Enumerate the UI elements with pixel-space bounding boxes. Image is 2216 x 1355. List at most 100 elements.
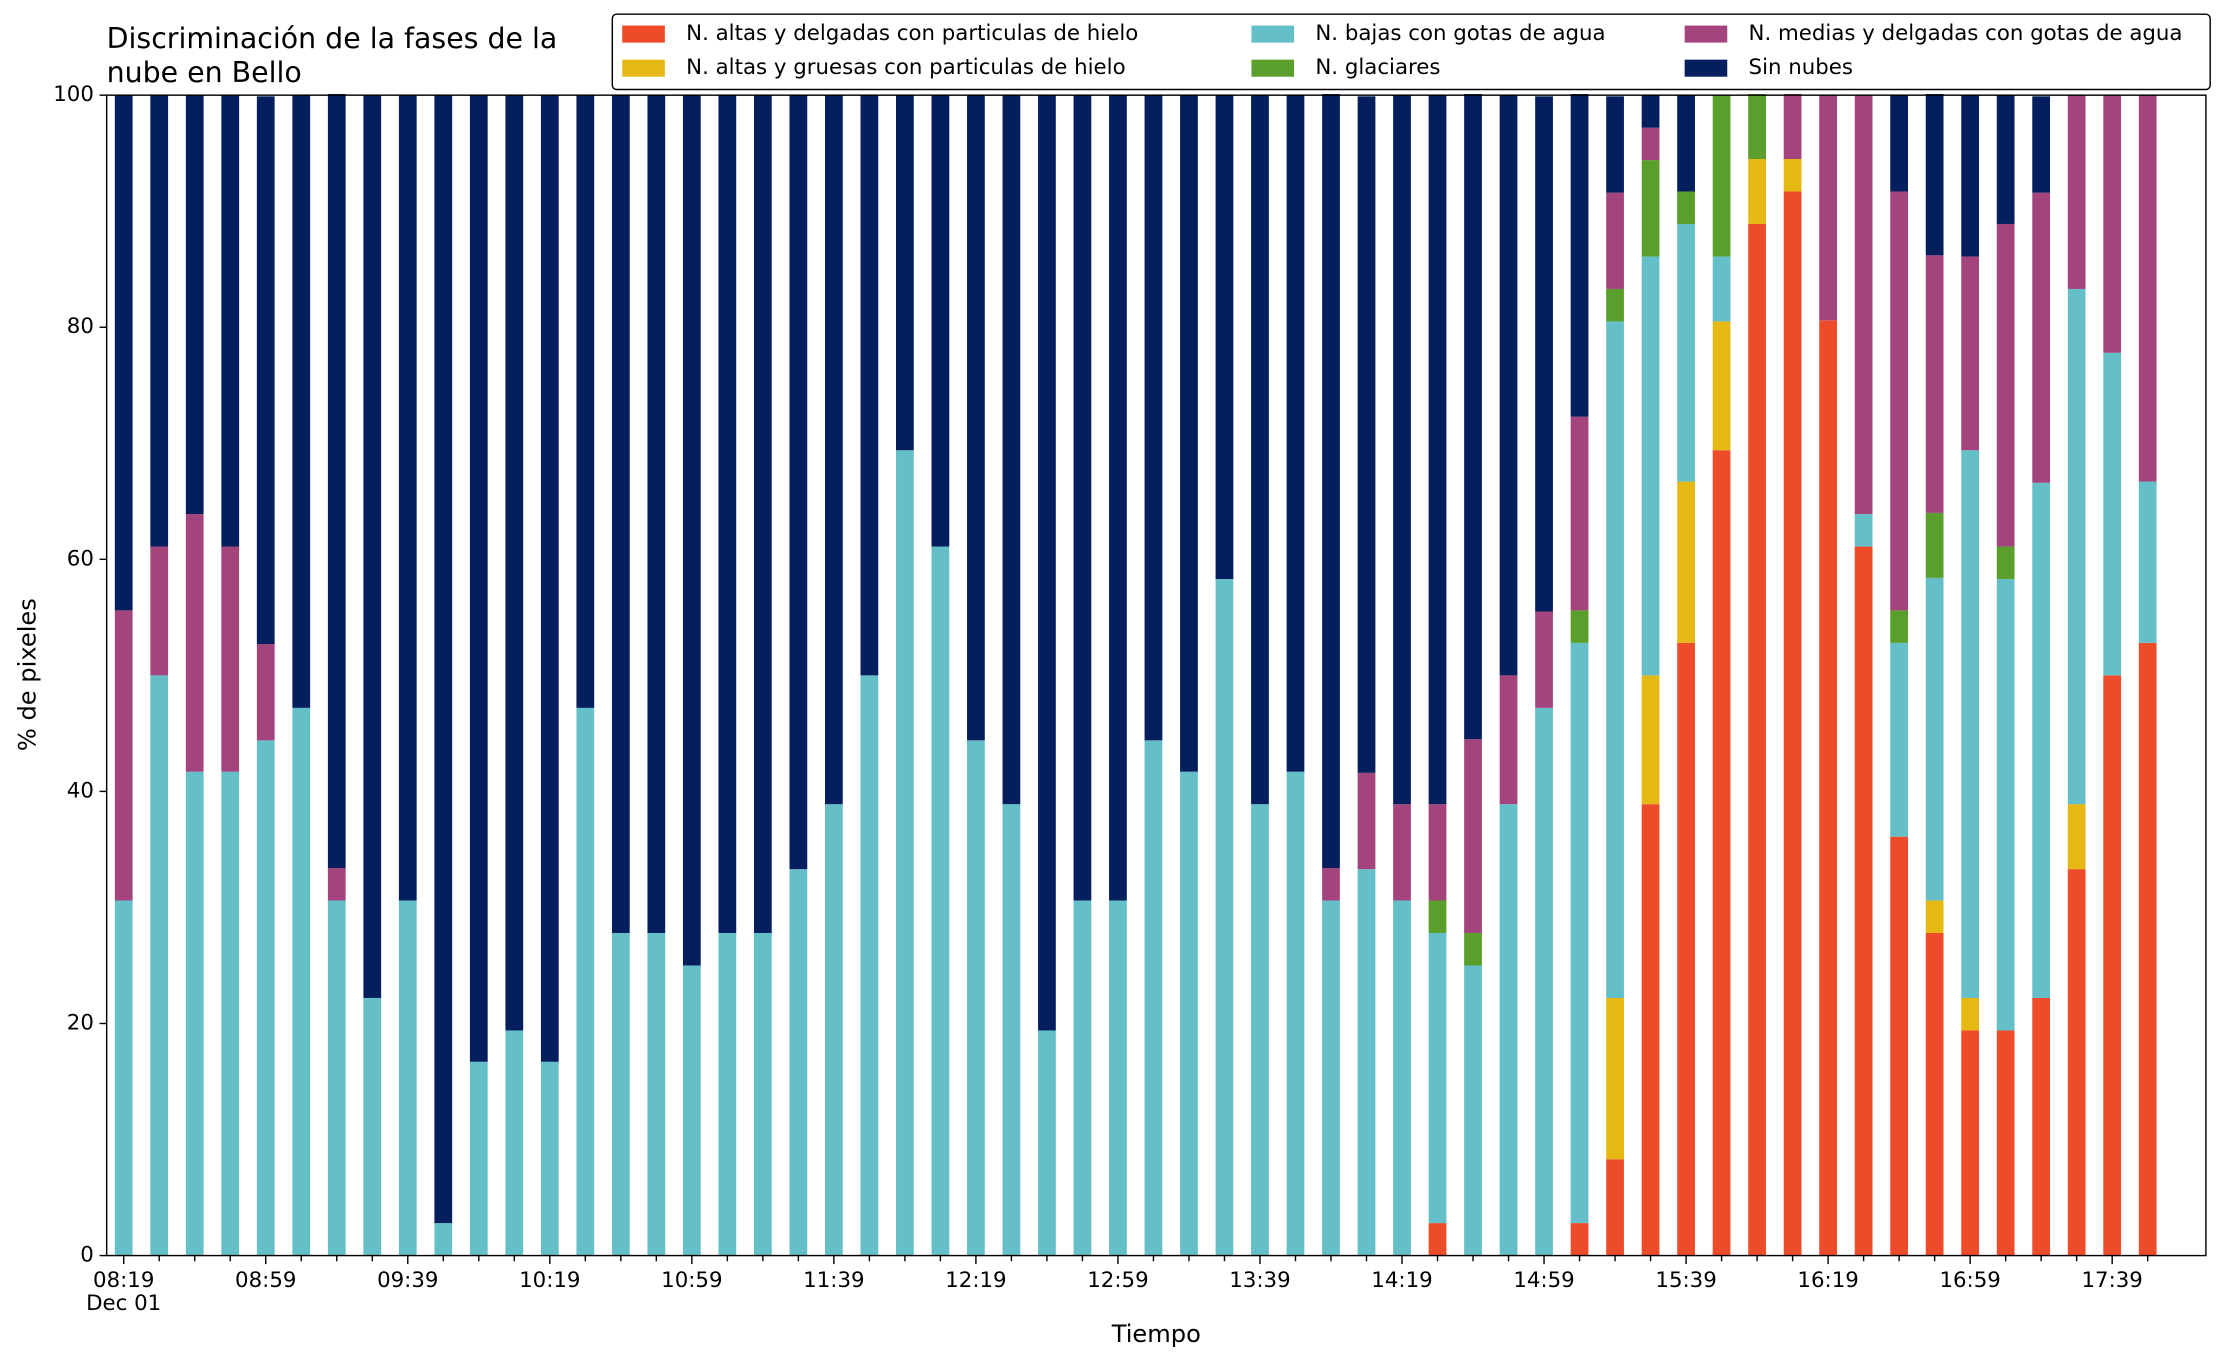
bar-segment: [1677, 191, 1695, 224]
bar-segment: [1925, 932, 1944, 1256]
bar-segment: [896, 95, 914, 451]
legend-swatch: [1251, 25, 1295, 43]
bar-segment: [1606, 192, 1624, 289]
bar-segment: [1641, 256, 1660, 676]
legend-label: N. bajas con gotas de agua: [1315, 21, 1605, 46]
bar-segment: [1641, 160, 1660, 257]
bar-segment: [1038, 95, 1056, 1031]
bar-segment: [576, 707, 595, 1256]
plot-frame: [105, 94, 2207, 1257]
bar-segment: [718, 95, 737, 933]
x-tick-sublabel: Dec 01: [86, 1291, 161, 1316]
bar-segment: [1322, 94, 1340, 868]
bar-segment: [1890, 610, 1909, 643]
bar-segment: [1286, 771, 1305, 1256]
x-tick-label: 11:39: [803, 1268, 864, 1293]
bar-segment: [1641, 95, 1660, 128]
bar-segment: [1890, 642, 1909, 837]
bar-segment: [1606, 96, 1624, 193]
bar-segment: [1712, 256, 1731, 322]
legend-swatch: [1684, 25, 1728, 43]
bar-segment: [967, 95, 985, 741]
bar-segment: [150, 95, 169, 547]
x-tick-label: 17:39: [2081, 1268, 2142, 1293]
bar-segment: [469, 1061, 488, 1256]
bar-segment: [1961, 997, 1980, 1031]
bar-segment: [2103, 675, 2122, 1256]
x-tick-label: 16:19: [1797, 1268, 1858, 1293]
bar-segment: [540, 1061, 559, 1256]
bar-segment: [1499, 675, 1518, 805]
bar-segment: [1357, 772, 1376, 870]
bar-segment: [1464, 739, 1482, 933]
bar-segment: [2067, 804, 2086, 870]
legend-swatch: [622, 25, 665, 43]
bar-segment: [2138, 95, 2157, 482]
x-tick-label: 16:59: [1939, 1268, 2000, 1293]
bar-segment: [1606, 1159, 1624, 1256]
bar-segment: [1322, 867, 1340, 901]
bar-segment: [1677, 95, 1695, 192]
bar-segment: [1570, 610, 1589, 643]
bar-segment: [1144, 740, 1163, 1256]
bar-segment: [1854, 514, 1873, 547]
x-tick-label: 08:59: [235, 1268, 296, 1293]
bar-segment: [931, 95, 950, 547]
bar-segment: [185, 771, 204, 1256]
x-tick-label: 14:19: [1371, 1268, 1432, 1293]
bar-segment: [2032, 96, 2051, 193]
bar-segment: [1215, 579, 1234, 1256]
bar-segment: [1535, 707, 1553, 1256]
bar-segment: [2067, 869, 2086, 1256]
bar-segment: [150, 546, 169, 676]
bar-segment: [789, 95, 808, 870]
x-tick-label: 13:39: [1229, 1268, 1290, 1293]
bar-segment: [469, 95, 488, 1062]
bar-segment: [1854, 95, 1873, 515]
bar-segment: [682, 95, 701, 966]
bar-segment: [1393, 804, 1411, 901]
bar-segment: [114, 900, 133, 1256]
legend-box: [611, 13, 2211, 91]
bar-segment: [221, 95, 240, 547]
bar-segment: [2103, 95, 2122, 353]
bar-segment: [718, 932, 737, 1256]
bar-segment: [611, 95, 630, 933]
bar-segment: [896, 450, 914, 1256]
bar-segment: [1428, 804, 1447, 901]
bar-segment: [1819, 320, 1837, 1256]
bar-segment: [292, 707, 311, 1256]
bar-segment: [363, 997, 382, 1256]
bar-segment: [1606, 288, 1624, 322]
bar-segment: [1357, 869, 1376, 1256]
bar-segment: [1925, 255, 1944, 513]
bar-segment: [860, 675, 879, 1256]
bar-segment: [1890, 836, 1909, 1256]
bar-segment: [647, 932, 666, 1256]
bar-segment: [682, 965, 701, 1256]
bar-segment: [398, 95, 417, 901]
bar-segment: [327, 94, 346, 868]
bar-segment: [1961, 256, 1980, 451]
y-tick-label: 0: [80, 1243, 94, 1268]
bar-segment: [1925, 900, 1944, 933]
bar-segment: [1393, 900, 1411, 1256]
x-tick-label: 12:19: [945, 1268, 1006, 1293]
bar-segment: [1925, 577, 1944, 901]
bar-segment: [1961, 95, 1980, 257]
y-tick-label: 100: [53, 82, 94, 107]
legend-label: N. altas y delgadas con particulas de hi…: [686, 21, 1138, 46]
bar-segment: [1428, 932, 1447, 1224]
bar-segment: [1215, 95, 1234, 580]
y-tick-label: 20: [67, 1010, 94, 1035]
legend-swatch: [1251, 59, 1295, 77]
bar-segment: [185, 95, 204, 515]
bar-segment: [505, 1030, 524, 1256]
bar-segment: [1251, 95, 1269, 805]
bar-segment: [860, 95, 879, 676]
bar-segment: [1144, 95, 1163, 741]
y-axis-label: % de pixeles: [14, 598, 42, 751]
bar-segment: [1996, 95, 2015, 224]
bar-segment: [1286, 95, 1305, 772]
